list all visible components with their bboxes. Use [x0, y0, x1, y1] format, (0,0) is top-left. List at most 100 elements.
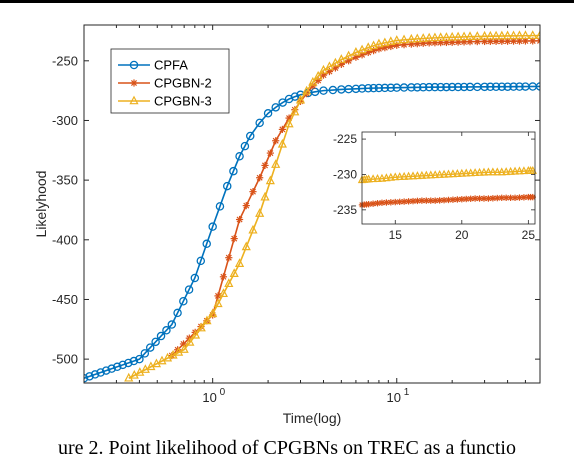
data-point-cpgbn-3-24 [260, 191, 270, 201]
inset-point-cpgbn-3 [488, 167, 498, 176]
data-point-cpgbn-3-23 [255, 208, 265, 217]
data-point-cpfa-31 [263, 109, 273, 118]
inset-y-tick-label: -225 [333, 132, 357, 146]
inset-point-cpgbn-3 [484, 167, 493, 176]
legend-swatch-marker [129, 95, 139, 105]
data-point-cpfa-70 [515, 82, 524, 91]
data-point-cpgbn-2-17 [266, 149, 274, 157]
data-point-cpgbn-3-50 [418, 33, 428, 42]
inset-point-cpgbn-3 [426, 170, 435, 179]
data-point-cpgbn-3-56 [453, 31, 463, 41]
data-point-cpfa-27 [235, 152, 244, 161]
inset-line-cpgbn-3 [361, 170, 535, 181]
inset-point-cpgbn-3 [368, 174, 378, 183]
data-point-cpgbn-3-57 [459, 31, 469, 41]
y-axis-title: Likelyhood [33, 171, 49, 238]
inset-point-cpgbn-3 [444, 169, 453, 178]
data-point-cpfa-60 [453, 82, 463, 92]
data-point-cpgbn-2-13 [242, 201, 250, 210]
data-point-cpgbn-3-52 [430, 32, 440, 42]
inset-point-cpgbn-2 [507, 194, 514, 202]
data-point-cpgbn-3-33 [313, 70, 323, 80]
data-point-cpfa-49 [386, 83, 396, 93]
data-point-cpfa-40 [328, 85, 338, 95]
legend-label-cpfa: CPFA [154, 58, 188, 73]
data-point-cpfa-17 [173, 308, 182, 318]
data-point-cpfa-25 [222, 181, 232, 191]
data-point-cpfa-29 [245, 131, 255, 141]
inset-x-tick-label: 20 [455, 228, 469, 242]
data-point-cpfa-22 [202, 239, 211, 249]
data-point-cpgbn-3-32 [308, 76, 318, 86]
inset-point-cpgbn-2 [418, 197, 426, 204]
inset-point-cpgbn-2 [498, 194, 505, 202]
data-point-cpgbn-2-16 [261, 161, 269, 170]
data-point-cpgbn-3-28 [284, 118, 294, 128]
inset-point-cpgbn-2 [449, 196, 457, 203]
inset-point-cpgbn-3 [364, 174, 373, 183]
data-point-cpfa-64 [480, 82, 489, 92]
data-point-cpfa-32 [271, 103, 280, 112]
data-point-cpgbn-3-59 [472, 31, 482, 40]
data-point-cpgbn-2-11 [230, 235, 238, 243]
data-point-cpgbn-3-62 [491, 30, 501, 40]
data-point-cpgbn-3-45 [386, 36, 396, 46]
inset-y-tick-label: -235 [333, 203, 357, 217]
data-point-cpgbn-3-29 [290, 106, 300, 116]
data-point-cpgbn-3-21 [241, 241, 251, 251]
data-point-cpgbn-2-12 [235, 215, 244, 224]
inset-point-cpgbn-3 [501, 167, 511, 176]
data-point-cpfa-8 [124, 358, 133, 368]
data-point-cpfa-55 [424, 82, 434, 92]
data-point-cpfa-58 [442, 82, 451, 92]
inset-point-cpgbn-3 [453, 169, 462, 177]
inset-point-cpgbn-2 [369, 200, 377, 207]
inset-point-cpgbn-2 [458, 196, 466, 203]
legend-swatch-marker [129, 60, 139, 70]
x-tick-label: 10 [387, 390, 401, 405]
data-point-cpgbn-3-55 [447, 31, 457, 41]
inset-point-cpgbn-3 [515, 166, 524, 175]
legend-swatch-marker [130, 79, 138, 87]
inset-point-cpgbn-2 [414, 197, 421, 205]
inset-point-cpgbn-2 [511, 194, 519, 202]
figure-caption: ure 2. Point likelihood of CPGBNs on TRE… [58, 437, 516, 459]
inset-point-cpgbn-3 [510, 166, 520, 175]
data-point-cpgbn-3-22 [248, 224, 258, 234]
data-point-cpfa-56 [430, 82, 440, 92]
inset-point-cpgbn-3 [391, 172, 400, 181]
data-point-cpfa-5 [107, 364, 116, 373]
legend-item-cpfa: CPFA [118, 58, 188, 73]
y-axis: -500 -450 -400 -350 -300 -250 [52, 53, 540, 367]
data-point-cpfa-45 [363, 83, 373, 93]
data-point-cpfa-3 [96, 368, 105, 377]
data-point-cpgbn-3-41 [363, 42, 373, 51]
data-point-cpfa-12 [145, 343, 155, 352]
inset-frame [361, 131, 536, 225]
data-point-cpgbn-3-66 [514, 30, 525, 40]
data-point-cpgbn-3-68 [528, 30, 538, 39]
data-point-cpfa-39 [319, 86, 328, 95]
data-point-cpgbn-3-18 [224, 278, 234, 288]
data-point-cpfa-68 [503, 82, 512, 91]
data-point-cpfa-1 [85, 372, 94, 381]
y-tick-label: -300 [52, 113, 78, 128]
inset-point-cpgbn-3 [439, 169, 449, 178]
data-point-cpgbn-3-67 [520, 30, 531, 40]
legend-label-cpgbn-3: CPGBN-3 [154, 94, 212, 109]
data-point-cpgbn-3-17 [218, 288, 229, 298]
data-point-cpgbn-3-20 [234, 258, 245, 267]
data-point-cpfa-20 [190, 273, 200, 283]
data-point-cpgbn-2-14 [249, 188, 257, 196]
data-point-cpfa-6 [112, 362, 122, 372]
inset-zoom-plot: -235 -230 -225 15 20 25 [333, 131, 537, 242]
data-point-cpgbn-3-13 [196, 322, 206, 332]
x-tick-exponent: 1 [404, 387, 410, 398]
data-point-cpfa-28 [240, 141, 250, 151]
inset-x-tick-label: 15 [389, 228, 403, 242]
data-point-cpgbn-3-53 [436, 32, 446, 42]
data-point-cpfa-30 [255, 118, 264, 128]
y-tick-label: -500 [52, 352, 78, 367]
inset-point-cpgbn-3 [399, 171, 409, 180]
inset-point-cpgbn-3 [413, 171, 422, 180]
